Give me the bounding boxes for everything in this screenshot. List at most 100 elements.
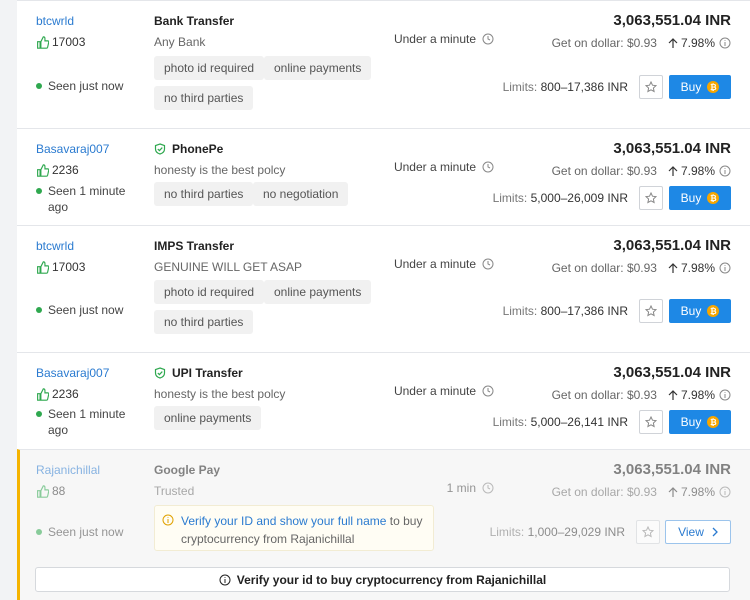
payment-details: honesty is the best polcy xyxy=(154,163,286,177)
offer-tag: online payments xyxy=(264,280,372,304)
limits-label: Limits: xyxy=(502,304,538,318)
payment-method: Bank Transfer xyxy=(154,14,235,28)
time-text: Under a minute xyxy=(393,32,476,46)
likes-value: 2236 xyxy=(52,163,79,177)
online-dot xyxy=(36,188,42,194)
offer-tag: no third parties xyxy=(154,182,254,206)
trader-name-link[interactable]: Basavaraj007 xyxy=(36,366,110,380)
arrow-up-icon xyxy=(668,487,678,497)
likes-value: 17003 xyxy=(52,35,86,49)
limits-value: 800–17,386 INR xyxy=(540,80,628,94)
payment-method: UPI Transfer xyxy=(154,366,243,380)
offer-price: 3,063,551.04 INR xyxy=(613,12,731,29)
info-icon[interactable] xyxy=(719,165,731,177)
seen-text: Seen 1 minute ago xyxy=(48,407,126,437)
seen-status: Seen 1 minute ago xyxy=(36,406,126,438)
avg-trade-time: Under a minute xyxy=(394,160,494,174)
margin: 7.98% xyxy=(667,261,715,275)
payment-method: IMPS Transfer xyxy=(154,239,235,253)
trade-limits: Limits: 5,000–26,009 INR xyxy=(493,191,628,205)
trader-name-link[interactable]: Rajanichillal xyxy=(36,463,101,477)
thumbs-up-icon xyxy=(37,35,49,49)
online-dot xyxy=(36,411,42,417)
dollar-rate: Get on dollar: $0.93 7.98% xyxy=(552,485,731,499)
likes-value: 2236 xyxy=(52,387,79,401)
margin: 7.98% xyxy=(667,388,715,402)
time-text: Under a minute xyxy=(393,384,476,398)
bitcoin-icon: ₿ xyxy=(707,81,720,93)
trader-name-link[interactable]: Basavaraj007 xyxy=(36,142,110,156)
buy-label: Buy xyxy=(680,191,702,205)
margin-value: 7.98% xyxy=(680,485,715,499)
payment-method: PhonePe xyxy=(154,142,223,156)
info-icon[interactable] xyxy=(719,37,731,49)
star-icon xyxy=(645,81,657,93)
clock-icon xyxy=(482,33,494,45)
offer-price: 3,063,551.04 INR xyxy=(613,461,731,478)
trader-name-link[interactable]: btcwrld xyxy=(36,14,75,28)
buy-button[interactable]: Buy ₿ xyxy=(669,299,731,323)
info-icon[interactable] xyxy=(719,389,731,401)
offer-card-locked: Rajanichillal 88 Seen just now Google Pa… xyxy=(17,449,750,600)
trade-limits: Limits: 800–17,386 INR xyxy=(503,80,628,94)
buy-button[interactable]: Buy ₿ xyxy=(669,410,731,434)
favorite-button[interactable] xyxy=(639,299,663,323)
offer-card: Basavaraj007 2236 Seen 1 minute ago UPI … xyxy=(17,352,750,449)
buy-label: Buy xyxy=(680,80,702,94)
margin-value: 7.98% xyxy=(680,261,715,275)
favorite-button[interactable] xyxy=(639,186,663,210)
view-button[interactable]: View xyxy=(665,520,731,544)
info-icon[interactable] xyxy=(719,262,731,274)
offer-tag: no third parties xyxy=(154,310,254,334)
favorite-button[interactable] xyxy=(636,520,660,544)
verify-id-button[interactable]: Verify your id to buy cryptocurrency fro… xyxy=(35,567,730,592)
online-dot xyxy=(36,307,42,313)
margin: 7.98% xyxy=(667,164,715,178)
dollar-text: Get on dollar: $0.93 xyxy=(551,485,657,499)
arrow-up-icon xyxy=(668,166,678,176)
limits-value: 5,000–26,141 INR xyxy=(530,415,628,429)
limits-value: 5,000–26,009 INR xyxy=(530,191,628,205)
time-text: 1 min xyxy=(446,481,476,495)
limits-label: Limits: xyxy=(492,191,528,205)
margin-value: 7.98% xyxy=(680,36,715,50)
seen-text: Seen 1 minute ago xyxy=(48,184,126,214)
limits-value: 800–17,386 INR xyxy=(540,304,628,318)
clock-icon xyxy=(482,258,494,270)
seen-status: Seen just now xyxy=(36,78,123,94)
margin-value: 7.98% xyxy=(680,164,715,178)
feedback-count: 88 xyxy=(36,484,65,498)
favorite-button[interactable] xyxy=(639,410,663,434)
info-icon[interactable] xyxy=(719,486,731,498)
favorite-button[interactable] xyxy=(639,75,663,99)
trade-limits: Limits: 1,000–29,029 INR xyxy=(490,525,625,539)
limits-value: 1,000–29,029 INR xyxy=(527,525,625,539)
thumbs-up-icon xyxy=(37,163,49,177)
dollar-rate: Get on dollar: $0.93 7.98% xyxy=(552,36,731,50)
buy-button[interactable]: Buy ₿ xyxy=(669,75,731,99)
avg-trade-time: 1 min xyxy=(447,481,494,495)
clock-icon xyxy=(482,385,494,397)
limits-label: Limits: xyxy=(489,525,525,539)
verify-id-link[interactable]: Verify your ID and show your full name xyxy=(181,514,387,528)
seen-status: Seen just now xyxy=(36,302,123,318)
payment-details: Any Bank xyxy=(154,35,206,49)
dollar-text: Get on dollar: $0.93 xyxy=(551,164,657,178)
bitcoin-icon: ₿ xyxy=(707,192,720,204)
buy-button[interactable]: Buy ₿ xyxy=(669,186,731,210)
star-icon xyxy=(645,305,657,317)
offer-card: btcwrld 17003 Seen just now Bank Transfe… xyxy=(17,0,750,128)
margin-value: 7.98% xyxy=(680,388,715,402)
trader-name-link[interactable]: btcwrld xyxy=(36,239,75,253)
arrow-up-icon xyxy=(668,390,678,400)
info-icon xyxy=(219,574,231,585)
offer-price: 3,063,551.04 INR xyxy=(613,237,731,254)
verify-id-notice: Verify your ID and show your full name t… xyxy=(154,505,434,551)
thumbs-up-icon xyxy=(37,260,49,274)
payment-details: Trusted xyxy=(154,484,195,498)
likes-value: 88 xyxy=(52,484,66,498)
chevron-right-icon xyxy=(712,527,718,537)
shield-check-icon xyxy=(154,143,166,155)
offer-tag: photo id required xyxy=(154,56,265,80)
info-icon xyxy=(162,514,174,526)
